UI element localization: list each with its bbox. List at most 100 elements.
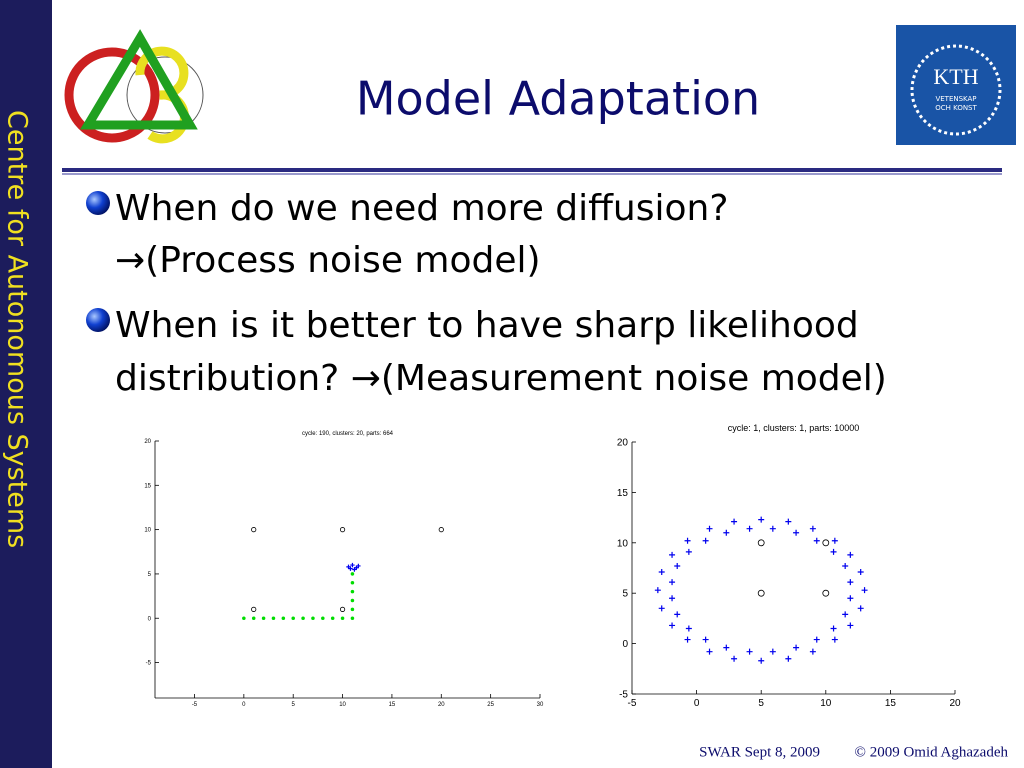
point <box>813 636 820 643</box>
bullet-text: When do we need more diffusion? <box>115 188 728 229</box>
bullet <box>86 191 110 215</box>
point <box>830 625 837 632</box>
x-tick-label: 0 <box>694 698 700 709</box>
point <box>291 616 295 621</box>
y-tick-label: -5 <box>146 661 152 667</box>
y-tick-label: 0 <box>148 616 152 622</box>
point <box>702 636 709 643</box>
side-bar <box>0 0 52 768</box>
point <box>758 657 765 664</box>
bullet-text: →(Process noise model) <box>115 240 541 281</box>
point <box>822 539 830 547</box>
point <box>356 563 361 569</box>
point <box>669 551 676 558</box>
chart-title: cycle: 1, clusters: 1, parts: 10000 <box>728 423 860 433</box>
x-tick-label: 10 <box>820 698 832 709</box>
y-tick-label: 15 <box>617 488 629 499</box>
point <box>685 548 692 555</box>
point <box>251 606 257 612</box>
point <box>723 529 730 536</box>
x-tick-label: 30 <box>537 702 544 708</box>
point <box>831 537 838 544</box>
x-tick-label: 20 <box>949 698 961 709</box>
rule <box>62 173 1002 175</box>
logo-motto: VETENSKAP <box>935 95 976 103</box>
logo-name: KTH <box>933 64 978 89</box>
chart-title: cycle: 190, clusters: 20, parts: 664 <box>302 431 394 437</box>
point <box>242 616 246 621</box>
point <box>251 527 257 533</box>
point <box>793 529 800 536</box>
y-tick-label: -5 <box>619 690 628 701</box>
point <box>669 579 676 586</box>
bullet-text: distribution? →(Measurement noise model) <box>115 358 887 399</box>
point <box>757 539 765 547</box>
point <box>809 525 816 532</box>
y-tick-label: 5 <box>148 572 152 578</box>
point <box>658 605 665 612</box>
point <box>352 567 357 572</box>
x-tick-label: 15 <box>389 702 396 708</box>
point <box>847 551 854 558</box>
point <box>847 595 854 602</box>
point <box>350 572 355 576</box>
point <box>842 611 849 618</box>
point <box>301 616 305 621</box>
point <box>746 525 753 532</box>
point <box>339 527 346 533</box>
point <box>674 562 681 569</box>
cas-logo <box>64 29 204 144</box>
point <box>271 616 276 621</box>
point <box>281 616 286 621</box>
y-tick-label: 5 <box>622 589 628 600</box>
point <box>350 607 355 612</box>
point <box>350 581 355 585</box>
point <box>261 616 266 621</box>
point <box>350 598 355 603</box>
point <box>339 606 346 612</box>
point <box>758 516 765 523</box>
point <box>684 537 691 544</box>
footer-event: SWAR Sept 8, 2009 <box>699 744 820 760</box>
point <box>350 589 355 594</box>
point <box>842 562 849 569</box>
point <box>685 625 692 632</box>
bullet-text: When is it better to have sharp likeliho… <box>115 305 859 346</box>
point <box>669 622 676 629</box>
y-tick-label: 20 <box>144 439 151 445</box>
point <box>731 655 738 662</box>
point <box>311 616 315 621</box>
y-tick-label: 0 <box>622 639 628 650</box>
x-tick-label: 0 <box>242 702 246 708</box>
point <box>813 537 820 544</box>
point <box>831 636 838 643</box>
point <box>684 636 691 643</box>
point <box>438 527 444 533</box>
logo-motto: OCH KONST <box>935 104 977 112</box>
point <box>658 569 665 576</box>
x-tick-label: -5 <box>628 698 637 709</box>
point <box>330 616 335 621</box>
x-tick-label: 10 <box>339 702 346 708</box>
x-tick-label: 25 <box>487 702 494 708</box>
point <box>847 622 854 629</box>
point <box>857 605 864 612</box>
x-tick-label: 20 <box>438 702 445 708</box>
footer-copyright: © 2009 Omid Aghazadeh <box>855 744 1009 760</box>
x-tick-label: -5 <box>192 702 198 708</box>
point <box>731 518 738 525</box>
point <box>321 616 325 621</box>
rule <box>62 168 1002 172</box>
point <box>702 537 709 544</box>
point <box>251 616 256 621</box>
point <box>847 579 854 586</box>
point <box>746 648 753 655</box>
y-tick-label: 20 <box>617 438 629 449</box>
point <box>857 569 864 576</box>
point <box>785 518 792 525</box>
point <box>669 595 676 602</box>
x-tick-label: 15 <box>885 698 897 709</box>
point <box>340 616 345 621</box>
x-tick-label: 5 <box>292 702 296 708</box>
kth-logo: KTH VETENSKAP OCH KONST <box>896 25 1016 145</box>
